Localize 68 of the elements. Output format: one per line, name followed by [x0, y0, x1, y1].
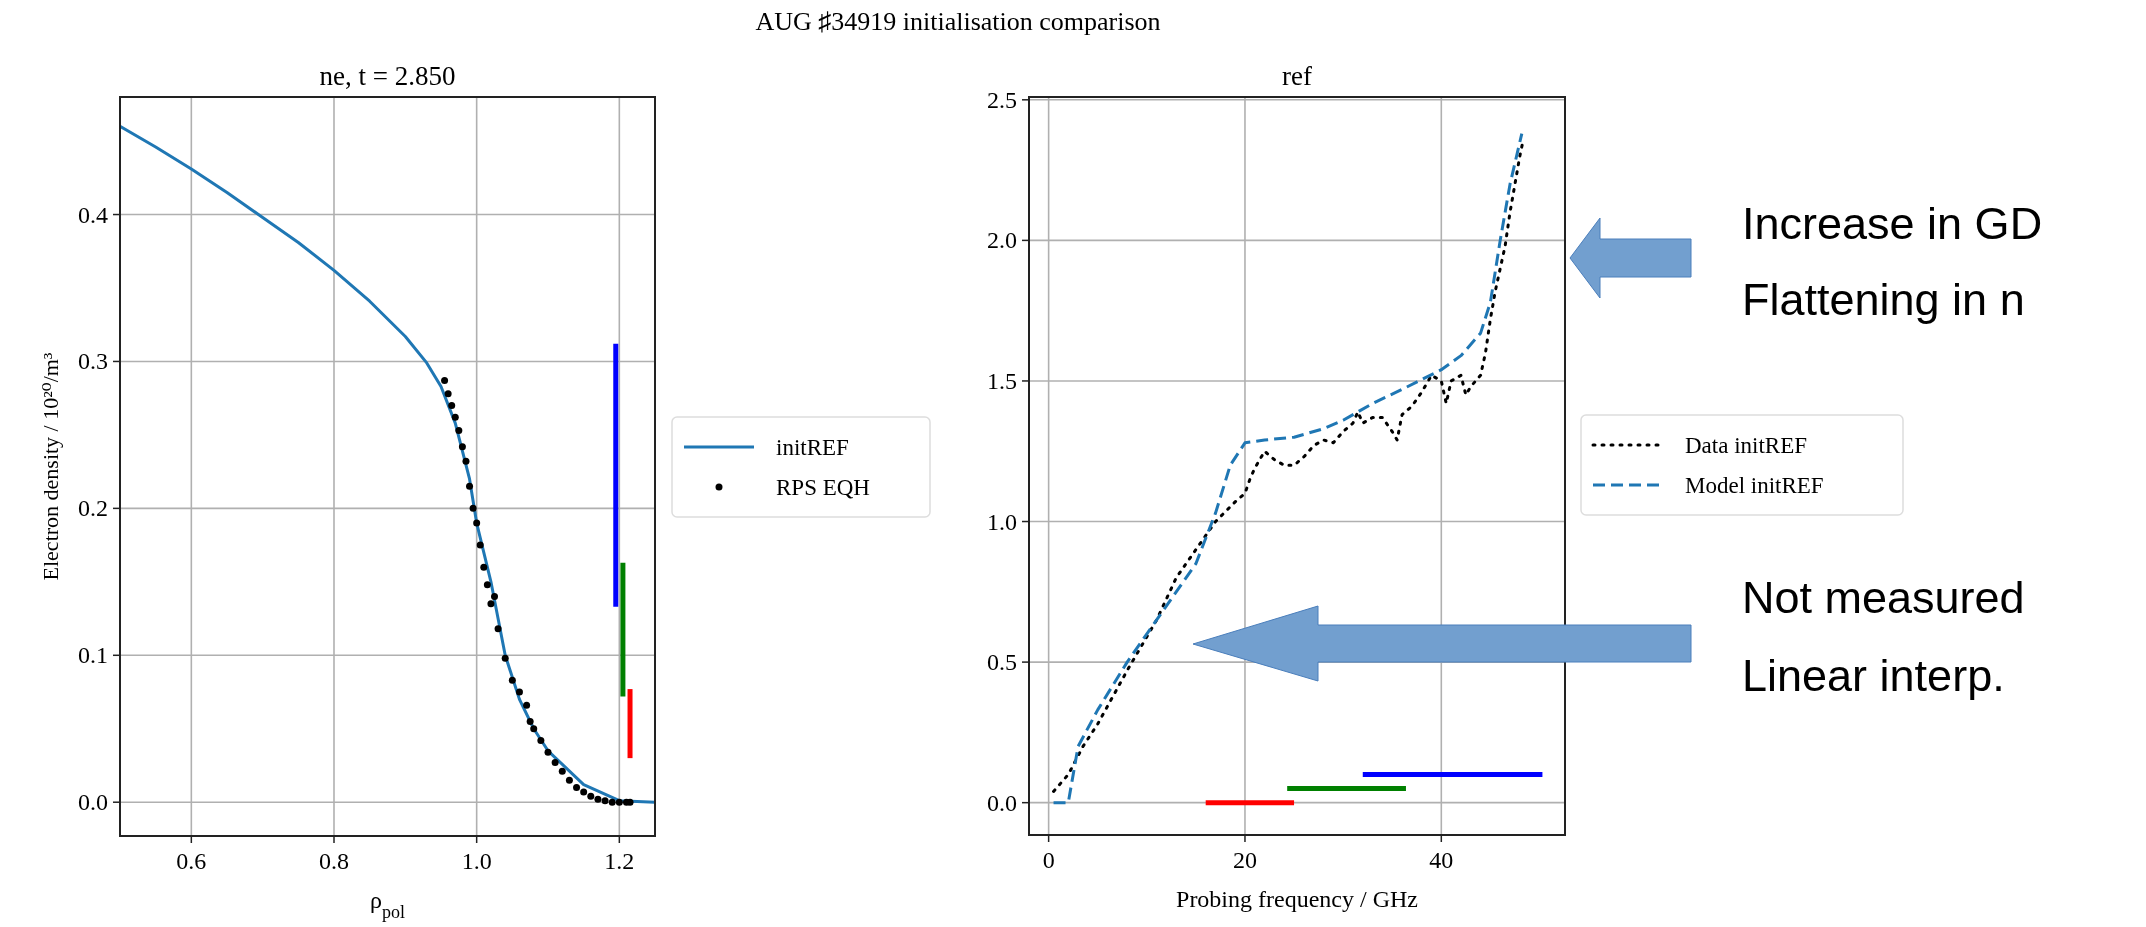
chart-title: ne, t = 2.850 — [319, 61, 456, 91]
y-tick-label: 0.3 — [78, 348, 108, 375]
point — [573, 784, 581, 792]
point — [615, 798, 623, 806]
x-tick-label: 40 — [1429, 847, 1454, 873]
point — [508, 676, 516, 684]
y-tick-label: 1.0 — [987, 508, 1017, 535]
point — [526, 717, 534, 725]
point — [523, 701, 531, 709]
point — [441, 377, 449, 385]
point — [469, 504, 477, 512]
point — [580, 788, 588, 796]
y-tick-label: 0.0 — [987, 789, 1017, 816]
point — [476, 541, 484, 549]
point — [530, 725, 538, 733]
line-series — [120, 124, 655, 804]
x-tick-label: 0.6 — [176, 848, 207, 874]
point — [565, 776, 573, 784]
point — [494, 625, 502, 633]
point — [462, 457, 470, 465]
point — [473, 519, 481, 527]
point — [515, 688, 523, 696]
legend-label: RPS EQH — [776, 475, 870, 500]
x-tick-label: 20 — [1232, 847, 1257, 873]
point — [455, 427, 463, 435]
text: Increase in GD — [1742, 198, 2043, 249]
y-tick-label: 1.5 — [987, 367, 1017, 394]
point — [626, 798, 634, 806]
point — [480, 563, 488, 571]
x-axis-title: ρ$_{pol}$ — [370, 887, 405, 922]
y-tick-label: 2.5 — [987, 86, 1017, 113]
point — [594, 795, 602, 803]
point — [491, 593, 498, 601]
point — [544, 748, 552, 756]
text: Flattening in n — [1742, 274, 2025, 325]
y-tick-label: 0.0 — [78, 789, 108, 816]
y-tick-label: 0.2 — [78, 495, 108, 522]
text: Linear interp. — [1742, 650, 2005, 701]
x-tick-label: 0 — [1042, 847, 1055, 873]
point — [483, 581, 491, 589]
point — [448, 402, 456, 410]
point — [601, 797, 609, 805]
x-tick-label: 1.2 — [604, 848, 635, 874]
point — [444, 390, 452, 398]
legend-label: Model initREF — [1685, 473, 1824, 498]
point — [501, 654, 509, 662]
text: AUG ♯34919 initialisation comparison — [755, 7, 1161, 36]
point — [587, 792, 595, 800]
point — [537, 737, 545, 744]
x-axis-title: Probing frequency / GHz — [1176, 886, 1418, 912]
y-tick-label: 0.5 — [987, 649, 1017, 676]
legend-label: Data initREF — [1685, 433, 1808, 458]
x-tick-label: 0.8 — [319, 848, 349, 874]
point — [608, 798, 616, 806]
y-axis-title: Electron density / 10²⁰/m³ — [38, 352, 63, 581]
chart-title: ref — [1282, 61, 1312, 91]
y-tick-label: 2.0 — [987, 227, 1017, 254]
y-tick-label: 0.4 — [78, 201, 108, 228]
x-tick-label: 1.0 — [461, 848, 492, 874]
point — [551, 759, 559, 767]
legend-label: initREF — [776, 435, 849, 460]
point — [466, 482, 474, 490]
y-tick-label: 0.1 — [78, 642, 108, 669]
point — [487, 600, 495, 608]
point — [558, 767, 566, 775]
point — [451, 413, 459, 421]
point — [458, 443, 466, 451]
text: Not measured — [1742, 572, 2025, 623]
